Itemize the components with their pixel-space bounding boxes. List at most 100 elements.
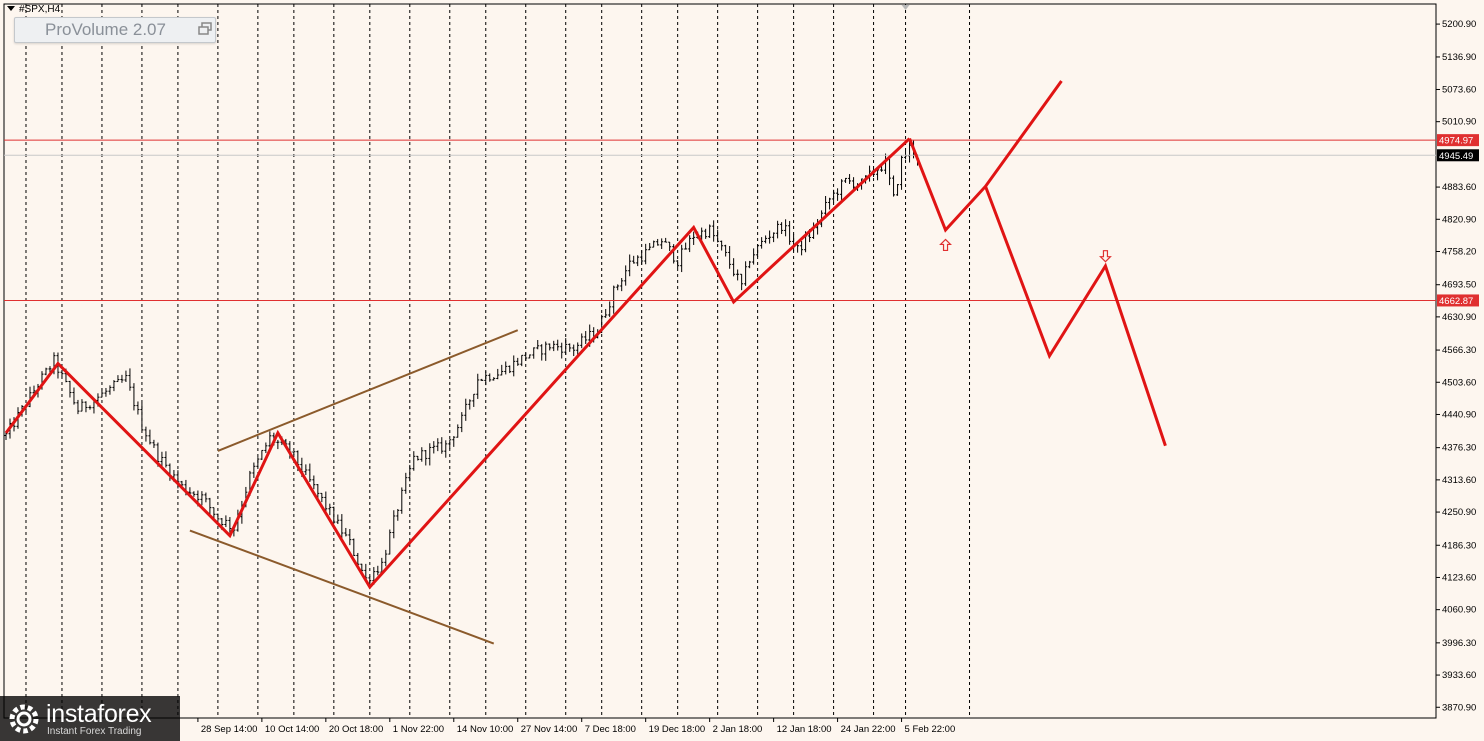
price-candle bbox=[532, 347, 536, 359]
dropdown-triangle-icon[interactable] bbox=[7, 6, 15, 11]
price-candle bbox=[432, 441, 436, 454]
down-arrow-icon[interactable] bbox=[1099, 250, 1112, 263]
y-tick-label: 5010.90 bbox=[1442, 117, 1476, 128]
price-candle bbox=[832, 189, 836, 203]
price-candle bbox=[732, 258, 736, 277]
price-candle bbox=[192, 491, 196, 497]
price-candle bbox=[464, 398, 468, 421]
symbol-text: #SPX,H4 bbox=[19, 4, 61, 15]
price-candle bbox=[544, 341, 548, 361]
price-candle bbox=[396, 508, 400, 521]
price-candle bbox=[784, 219, 788, 237]
x-tick-label: 10 Oct 14:00 bbox=[265, 724, 319, 735]
price-candle bbox=[688, 235, 692, 253]
price-candle bbox=[760, 237, 764, 249]
price-candle bbox=[768, 230, 772, 244]
price-candle bbox=[344, 527, 348, 537]
price-candle bbox=[136, 401, 140, 415]
price-candle bbox=[528, 354, 532, 359]
price-candle bbox=[84, 401, 88, 413]
up-arrow-icon[interactable] bbox=[939, 238, 952, 252]
price-candle bbox=[896, 184, 900, 196]
price-candle bbox=[500, 364, 504, 376]
price-candle bbox=[324, 491, 328, 515]
price-candle bbox=[216, 513, 220, 520]
price-candle bbox=[756, 244, 760, 257]
forecast-path-line[interactable] bbox=[908, 80, 1063, 233]
price-candle bbox=[28, 386, 32, 408]
price-candle bbox=[416, 455, 420, 461]
price-candle bbox=[108, 385, 112, 395]
y-tick-label: 4313.60 bbox=[1442, 475, 1476, 486]
price-candle bbox=[624, 265, 628, 286]
price-candle bbox=[780, 222, 784, 235]
x-tick-label: 14 Nov 10:00 bbox=[457, 724, 514, 735]
price-candle bbox=[468, 399, 472, 410]
price-candle bbox=[644, 243, 648, 265]
price-candle bbox=[456, 424, 460, 438]
price-candle bbox=[488, 373, 492, 382]
price-candle bbox=[632, 255, 636, 264]
price-candle bbox=[556, 339, 560, 351]
price-candle bbox=[480, 378, 484, 381]
symbol-label[interactable]: #SPX,H4 bbox=[7, 4, 60, 15]
y-tick-label: 5136.90 bbox=[1442, 52, 1476, 63]
price-candle bbox=[384, 549, 388, 567]
price-candle bbox=[740, 273, 744, 291]
price-candle bbox=[68, 380, 72, 398]
price-candle bbox=[492, 377, 496, 381]
price-candle bbox=[100, 388, 104, 398]
zigzag-pattern-line[interactable] bbox=[4, 137, 911, 590]
y-tick-label: 4820.90 bbox=[1442, 214, 1476, 225]
price-candle bbox=[536, 339, 540, 350]
price-candle bbox=[412, 451, 416, 471]
price-candle bbox=[712, 220, 716, 242]
price-candle bbox=[892, 175, 896, 197]
price-candle bbox=[636, 255, 640, 267]
price-candle bbox=[212, 507, 216, 519]
price-candle bbox=[436, 438, 440, 452]
price-candle bbox=[752, 248, 756, 265]
channel-lower-line[interactable] bbox=[189, 529, 495, 645]
x-tick-label: 2 Jan 18:00 bbox=[713, 724, 763, 735]
price-candle bbox=[512, 355, 516, 377]
price-candle bbox=[744, 261, 748, 286]
x-tick-label: 7 Dec 18:00 bbox=[585, 724, 636, 735]
y-tick-label: 4060.90 bbox=[1442, 605, 1476, 616]
price-candle bbox=[764, 235, 768, 244]
price-candle bbox=[800, 241, 804, 256]
price-candle bbox=[460, 412, 464, 433]
x-tick-label: 28 Sep 14:00 bbox=[201, 724, 258, 735]
price-candle bbox=[484, 371, 488, 386]
x-tick-label: 1 Nov 22:00 bbox=[393, 724, 444, 735]
chart-shift-marker-icon[interactable] bbox=[901, 5, 910, 10]
price-candle bbox=[580, 333, 584, 349]
indicator-panel[interactable]: ProVolume 2.07 bbox=[14, 17, 216, 43]
level-price-badge-bg bbox=[1437, 294, 1479, 307]
price-candle bbox=[44, 367, 48, 376]
price-candle bbox=[120, 374, 124, 383]
price-candle bbox=[620, 278, 624, 292]
price-candle bbox=[668, 241, 672, 252]
price-candle bbox=[584, 331, 588, 344]
x-tick-label: 19 Dec 18:00 bbox=[649, 724, 706, 735]
y-tick-label: 3870.90 bbox=[1442, 702, 1476, 713]
price-candle bbox=[452, 436, 456, 447]
price-candle bbox=[444, 440, 448, 458]
price-candle bbox=[448, 439, 452, 449]
forecast-path-second-line[interactable] bbox=[984, 185, 1167, 447]
price-candle bbox=[260, 449, 264, 461]
price-candle bbox=[476, 373, 480, 399]
channel-upper-line[interactable] bbox=[217, 329, 519, 452]
price-candle bbox=[392, 510, 396, 539]
x-tick-label: 24 Jan 22:00 bbox=[841, 724, 896, 735]
price-candle bbox=[736, 269, 740, 281]
price-candle bbox=[424, 450, 428, 466]
restore-window-icon[interactable] bbox=[198, 22, 212, 35]
price-candle bbox=[836, 188, 840, 201]
x-tick-label: 20 Oct 18:00 bbox=[329, 724, 383, 735]
level-price-badge: 4974.97 bbox=[1439, 136, 1473, 147]
price-candle bbox=[652, 240, 656, 248]
price-candle bbox=[320, 492, 324, 503]
